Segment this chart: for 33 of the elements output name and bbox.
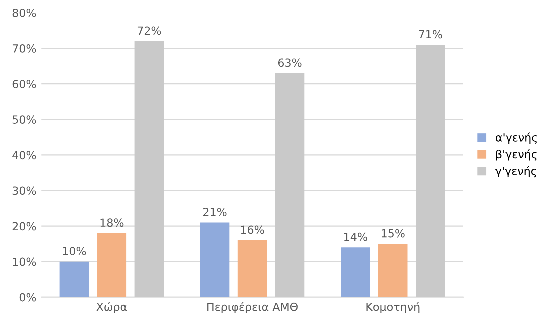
y-tick-label: 40% [12,151,36,160]
x-tick-label: Περιφέρεια ΑΜΘ [208,302,298,314]
legend-label: γ'γενής [496,166,536,178]
data-label: 72% [138,26,162,36]
data-label: 63% [278,58,302,68]
y-tick-label: 50% [12,116,36,124]
x-tick-label: Κομοτηνή [366,302,420,314]
data-label: 21% [204,208,227,216]
data-label: 71% [419,30,442,39]
bar [416,44,446,298]
x-tick-label: Χώρα [96,302,128,314]
legend-label: β'γενής [496,150,537,161]
bar [97,233,127,298]
y-tick-label: 20% [12,222,36,231]
y-tick-label: 70% [12,44,36,53]
y-tick-label: 60% [12,80,36,88]
y-tick-label: 10% [13,258,36,266]
y-tick-label: 80% [12,8,36,18]
data-label: 15% [382,229,405,238]
bar [238,240,268,298]
data-label: 16% [241,226,264,234]
bar [200,222,230,298]
bar [275,73,305,298]
bar [378,244,408,298]
bar [60,262,90,298]
y-tick-label: 0% [20,293,36,302]
data-label: 10% [63,247,86,256]
bar [341,248,370,298]
legend-label: α'γενής [496,132,538,144]
bar [134,41,164,298]
y-tick-label: 30% [12,186,36,196]
data-label: 18% [100,218,124,228]
data-label: 14% [344,232,368,242]
